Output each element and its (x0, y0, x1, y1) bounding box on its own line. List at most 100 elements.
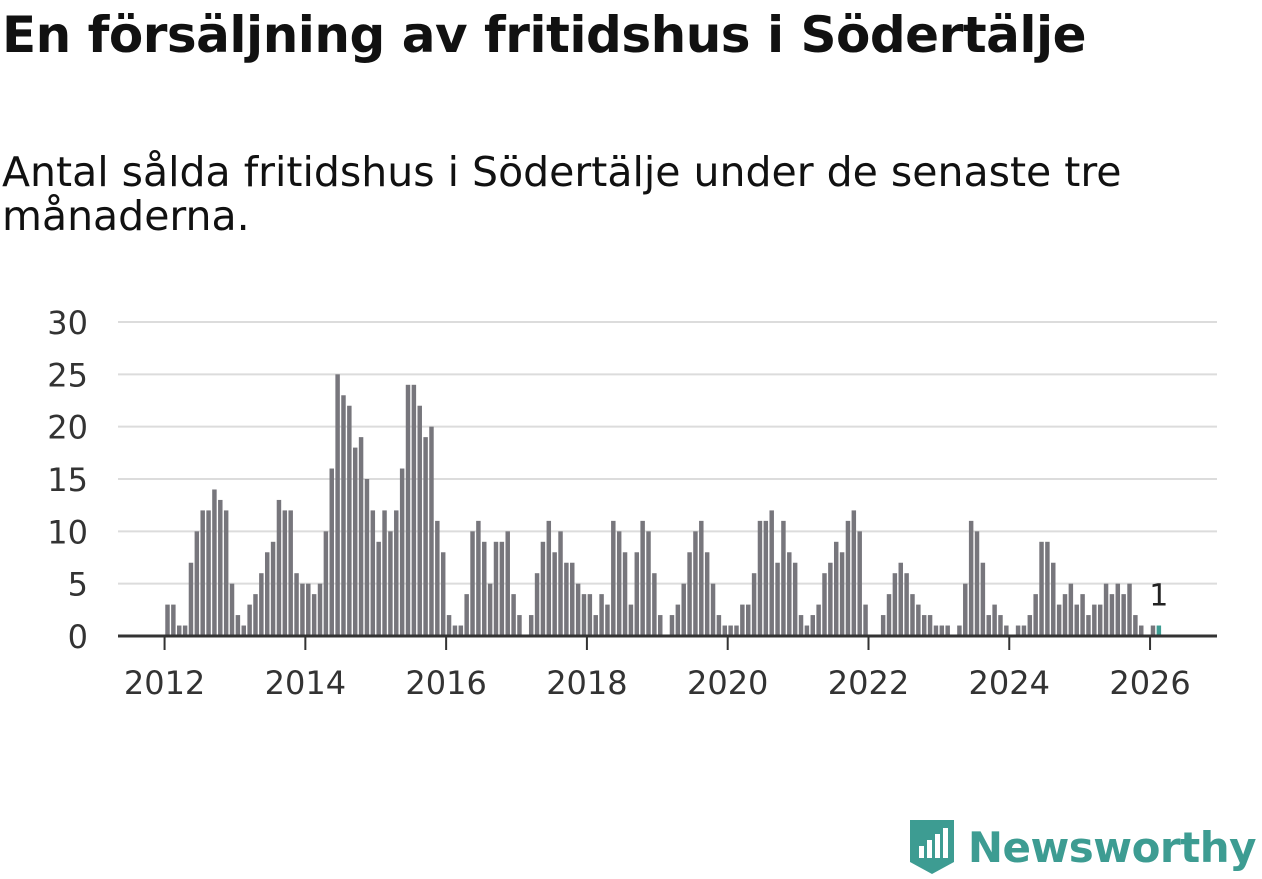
bar (218, 499, 223, 636)
x-tick-label: 2012 (124, 664, 205, 702)
bar (611, 520, 616, 636)
bar (634, 552, 640, 636)
bar (863, 604, 868, 636)
bar (558, 531, 563, 636)
bar (264, 552, 270, 636)
bar (857, 531, 862, 636)
bar (452, 625, 458, 636)
bar (394, 510, 399, 636)
bar (358, 437, 364, 636)
bar (1051, 562, 1056, 636)
bar (810, 615, 815, 636)
bar (1097, 604, 1103, 636)
bar (511, 594, 516, 636)
bar (1039, 541, 1044, 636)
bar (300, 583, 305, 636)
x-tick-label: 2022 (828, 664, 909, 702)
y-tick-label: 10 (47, 513, 88, 551)
bar (963, 583, 968, 636)
chart-subtitle: Antal sålda fritidshus i Södertälje unde… (2, 148, 1122, 240)
bar (546, 520, 552, 636)
bar (235, 615, 241, 636)
bar (816, 604, 821, 636)
bar (746, 604, 751, 636)
bar (1092, 604, 1097, 636)
bar (311, 594, 317, 636)
bar (880, 615, 886, 636)
bar (622, 552, 628, 636)
bar (775, 562, 780, 636)
bar (194, 531, 200, 636)
bar (253, 594, 258, 636)
bar (669, 615, 675, 636)
bar (376, 541, 381, 636)
bar (986, 615, 991, 636)
bar (916, 604, 921, 636)
bar (628, 604, 634, 636)
bar (968, 520, 974, 636)
bar (1086, 615, 1091, 636)
bar (417, 405, 422, 636)
bar (910, 594, 915, 636)
bar (259, 573, 264, 636)
bar (1056, 604, 1062, 636)
bar (229, 583, 235, 636)
bar (288, 510, 293, 636)
bar (1109, 594, 1115, 636)
bar (206, 510, 211, 636)
bar (534, 573, 540, 636)
bar (335, 374, 340, 636)
bar (182, 625, 188, 636)
bar (364, 479, 370, 636)
bar (423, 437, 428, 636)
bar (992, 604, 997, 636)
bar (945, 625, 950, 636)
bar (763, 520, 769, 636)
bar (552, 552, 557, 636)
y-tick-label: 25 (47, 356, 88, 394)
bar (517, 615, 522, 636)
bar (165, 604, 170, 636)
bar (1139, 625, 1144, 636)
bar (212, 489, 217, 636)
bar (200, 510, 205, 636)
bar (892, 573, 898, 636)
bar (646, 531, 651, 636)
bar (587, 594, 593, 636)
bar-chart: 0 5 10 15 20 25 30 2012 2014 2016 2018 2020 2022 2024… (47, 304, 1217, 702)
bar (1004, 625, 1009, 636)
bar (957, 625, 962, 636)
x-tick-label: 2020 (687, 664, 768, 702)
bar (939, 625, 945, 636)
y-tick-label: 0 (68, 618, 88, 656)
bar (734, 625, 739, 636)
x-tick-label: 2018 (546, 664, 627, 702)
bar (1068, 583, 1074, 636)
last-value-label: 1 (1149, 579, 1168, 614)
bar (921, 615, 927, 636)
bar (177, 625, 182, 636)
bar (323, 531, 329, 636)
bar (898, 562, 903, 636)
bar (1074, 604, 1079, 636)
bar (652, 573, 657, 636)
bar (505, 531, 510, 636)
bar (476, 520, 481, 636)
newsworthy-logo[interactable]: Newsworthy (908, 818, 1257, 876)
bar (740, 604, 745, 636)
bar (241, 625, 246, 636)
bar (564, 562, 569, 636)
bar (223, 510, 229, 636)
bar (1033, 594, 1038, 636)
bar (399, 468, 405, 636)
bar (904, 573, 909, 636)
bar (722, 625, 728, 636)
bar (482, 541, 487, 636)
bar (276, 499, 282, 636)
bar (440, 552, 446, 636)
bar (616, 531, 622, 636)
bar (1121, 594, 1126, 636)
bar (1127, 583, 1132, 636)
bar (317, 583, 323, 636)
bar (188, 562, 194, 636)
